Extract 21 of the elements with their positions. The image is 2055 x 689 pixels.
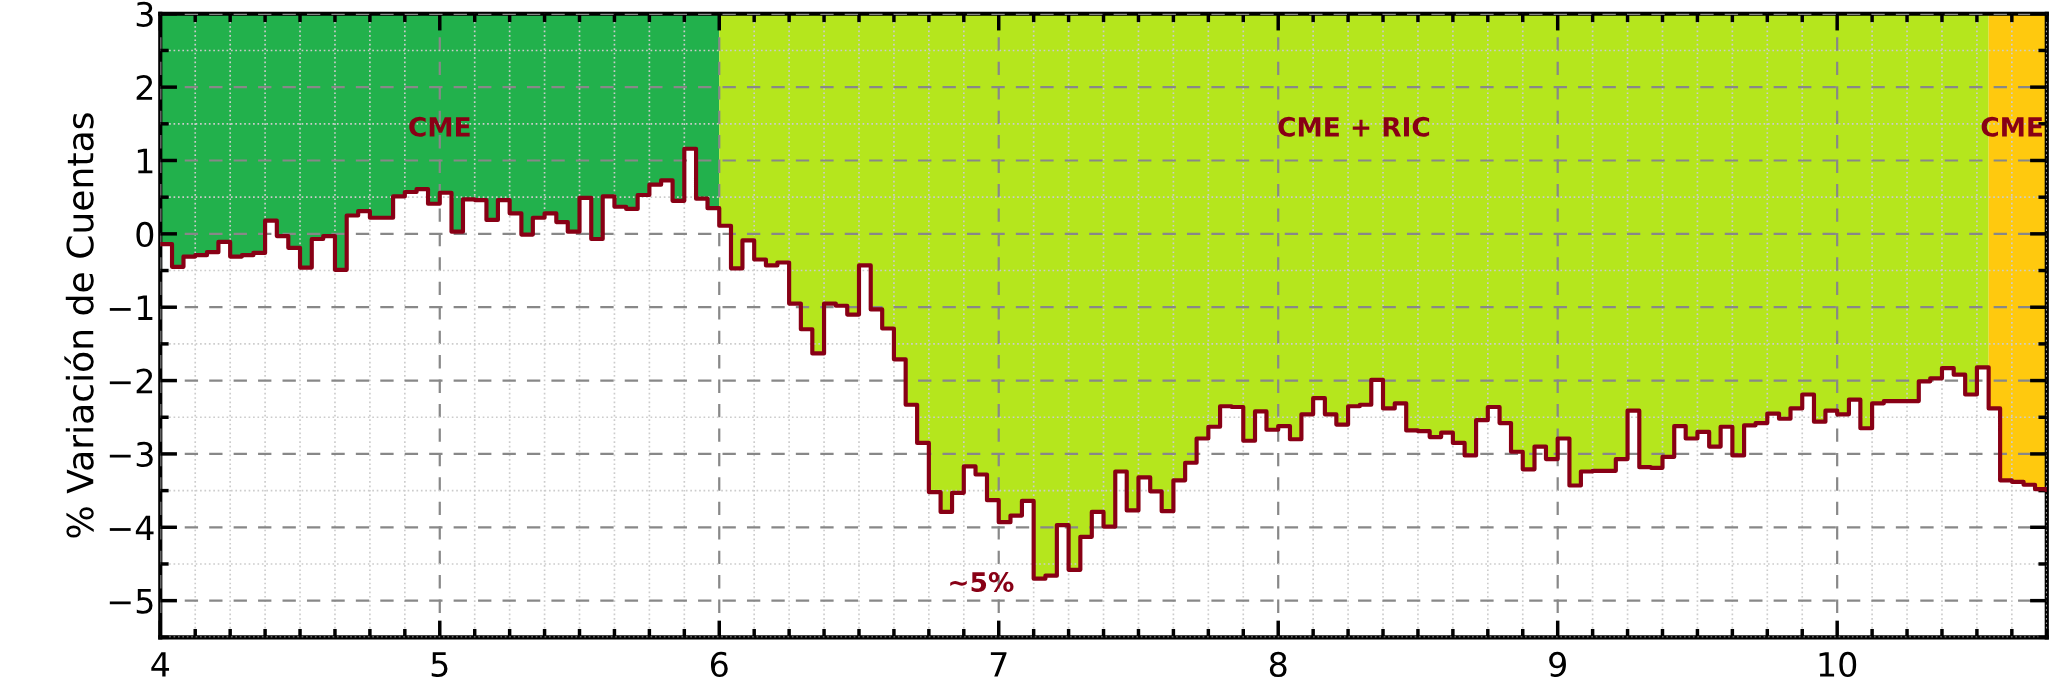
y-tick-label: 2 [136,75,153,100]
x-tick-label: 4 [151,652,170,677]
y-tick-label: −2 [109,368,153,394]
x-tick-label: 7 [990,652,1007,677]
y-tick-label: −3 [109,441,153,468]
x-tick-label: 10 [1819,651,1857,678]
y-tick-label: −5 [109,589,153,614]
band-label: CME [409,116,470,137]
x-tick-label: 6 [710,651,728,678]
band-label: CME [1981,116,2043,137]
x-tick-label: 9 [1549,651,1566,678]
x-tick-label: 5 [431,652,448,678]
x-tick-label: 8 [1269,651,1287,678]
y-tick-label: −1 [109,295,153,320]
y-tick-label: 1 [137,148,153,174]
band-label: CME + RIC [1278,116,1430,137]
annotation: ~5% [950,572,1014,592]
y-tick-label: 0 [136,221,154,247]
y-tick-label: 3 [136,1,153,27]
y-axis-title: % Variación de Cuentas [64,113,94,538]
y-tick-label: −4 [109,515,154,540]
